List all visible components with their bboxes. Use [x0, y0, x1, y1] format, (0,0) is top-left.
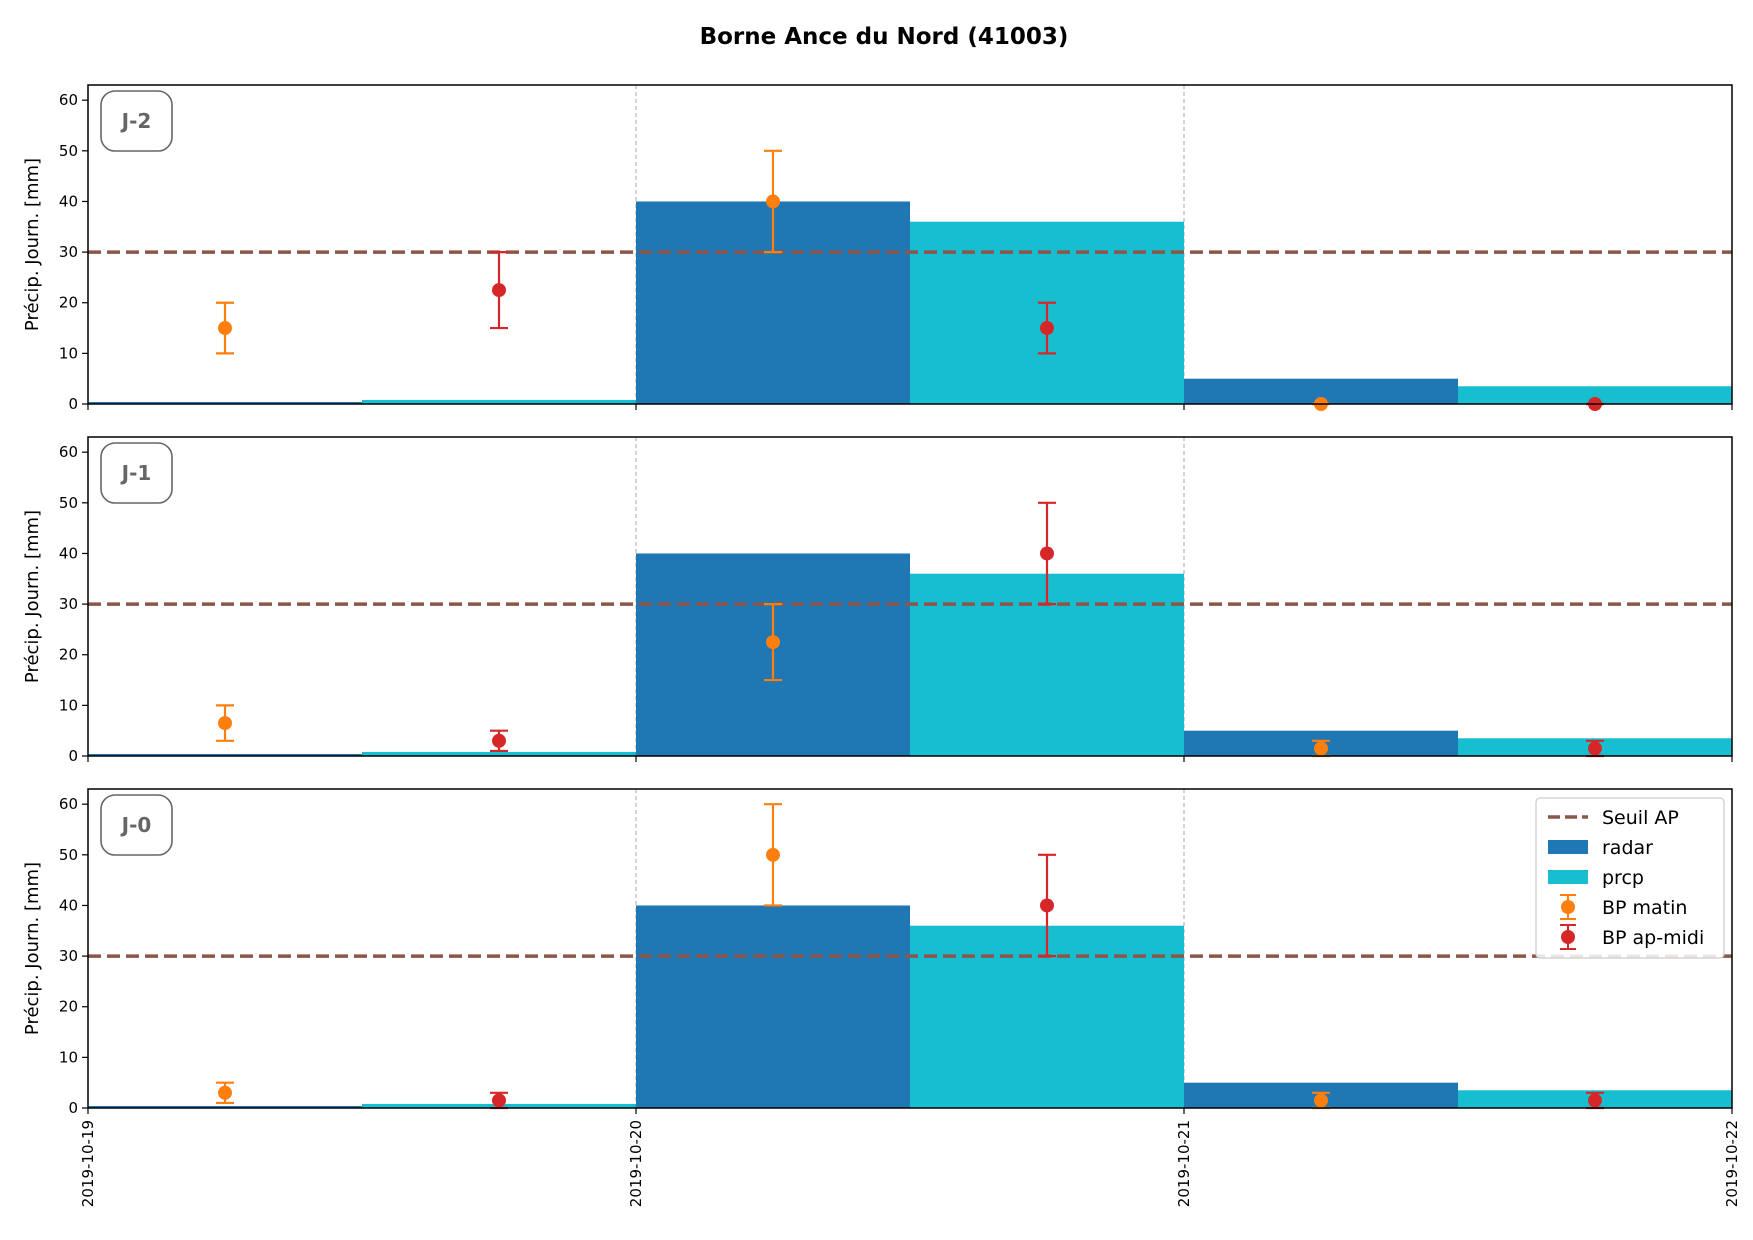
y-tick-label: 40: [59, 896, 78, 914]
legend-prcp-swatch: [1548, 870, 1588, 884]
panels: 0 10 20 30 40 50 60 Précip. Journ. [mm] J-2 0 10 20…: [22, 84, 1741, 1207]
y-tick-label: 30: [59, 947, 78, 965]
panel-label-box: [100, 90, 173, 152]
y-tick-label: 10: [59, 696, 78, 714]
radar-bar: [636, 905, 910, 1108]
chart-title: Borne Ance du Nord (41003): [700, 24, 1069, 50]
y-tick-label: 50: [59, 142, 78, 160]
bp-apmidi-point: [1040, 321, 1054, 336]
y-tick-label: 40: [59, 544, 78, 562]
bp-apmidi-point: [1588, 741, 1602, 756]
x-tick-labels: 2019-10-19 2019-10-20 2019-10-21 2019-10-22: [79, 1120, 1741, 1207]
panel-label: J-1: [120, 461, 152, 485]
bp-apmidi-point: [492, 733, 506, 748]
panel-label-box: [100, 442, 173, 504]
y-tick-label: 20: [59, 646, 78, 664]
bp-apmidi-point: [1040, 546, 1054, 561]
legend-bp-matin-label: BP matin: [1602, 897, 1687, 919]
y-tick-label: 60: [59, 795, 78, 813]
y-tick-label: 0: [68, 395, 78, 413]
bp-matin-point: [1314, 1093, 1328, 1108]
y-tick-label: 30: [59, 243, 78, 261]
bp-matin-point: [218, 716, 232, 731]
axes-frame: [87, 84, 1733, 405]
y-tick-label: 40: [59, 192, 78, 210]
x-tick-label: 2019-10-19: [79, 1120, 97, 1207]
bp-apmidi-point: [492, 1093, 506, 1108]
y-tick-label: 60: [59, 91, 78, 109]
y-tick-label: 20: [59, 294, 78, 312]
panel-j-2: 0 10 20 30 40 50 60 Précip. Journ. [mm] J-2: [22, 84, 1733, 413]
legend-radar-swatch: [1548, 840, 1588, 854]
bp-matin-point: [218, 321, 232, 336]
axes-frame: [87, 788, 1733, 1109]
prcp-bar: [362, 751, 636, 756]
x-tick-label: 2019-10-21: [1175, 1120, 1193, 1207]
prcp-bar: [362, 399, 636, 404]
legend-bp-apmidi-point: [1561, 930, 1575, 944]
bp-matin-point: [766, 194, 780, 209]
y-axis-label: Précip. Journ. [mm]: [22, 158, 43, 331]
y-tick-label: 0: [68, 747, 78, 765]
y-tick-label: 60: [59, 443, 78, 461]
radar-bar: [88, 753, 362, 756]
legend-radar-label: radar: [1602, 837, 1653, 859]
panel-label: J-2: [120, 109, 152, 133]
bp-matin-point: [1314, 741, 1328, 756]
legend-box: [1535, 797, 1725, 959]
y-tick-label: 50: [59, 846, 78, 864]
y-tick-label: 30: [59, 595, 78, 613]
y-tick-label: 10: [59, 344, 78, 362]
x-tick-label: 2019-10-22: [1723, 1120, 1741, 1207]
bp-apmidi-point: [1040, 898, 1054, 913]
bp-matin-point: [218, 1085, 232, 1100]
legend-threshold-label: Seuil AP: [1602, 807, 1679, 829]
bp-matin-point: [766, 635, 780, 650]
legend-bp-apmidi-label: BP ap-midi: [1602, 927, 1704, 949]
legend-bp-matin-point: [1561, 900, 1575, 914]
panel-j-0: 0 10 20 30 40 50 60 Précip. Journ. [mm] J-0: [22, 788, 1733, 1117]
panel-label: J-0: [120, 813, 152, 837]
bp-apmidi-point: [492, 283, 506, 298]
y-tick-label: 0: [68, 1099, 78, 1117]
y-tick-label: 50: [59, 494, 78, 512]
panel-label-box: [100, 794, 173, 856]
legend-prcp-label: prcp: [1602, 867, 1644, 889]
y-tick-label: 10: [59, 1048, 78, 1066]
radar-bar: [88, 401, 362, 404]
y-axis-label: Précip. Journ. [mm]: [22, 862, 43, 1035]
y-tick-label: 20: [59, 998, 78, 1016]
prcp-bar: [1458, 386, 1732, 404]
bp-matin-point: [766, 847, 780, 862]
radar-bar: [88, 1105, 362, 1108]
y-axis-label: Précip. Journ. [mm]: [22, 510, 43, 683]
x-tick-label: 2019-10-20: [627, 1120, 645, 1207]
panel-j-1: 0 10 20 30 40 50 60 Précip. Journ. [mm] J-1: [22, 436, 1733, 765]
legend: Seuil AP radar prcp BP matin BP ap-midi: [1535, 797, 1725, 959]
axes-frame: [87, 436, 1733, 757]
bp-apmidi-point: [1588, 1093, 1602, 1108]
